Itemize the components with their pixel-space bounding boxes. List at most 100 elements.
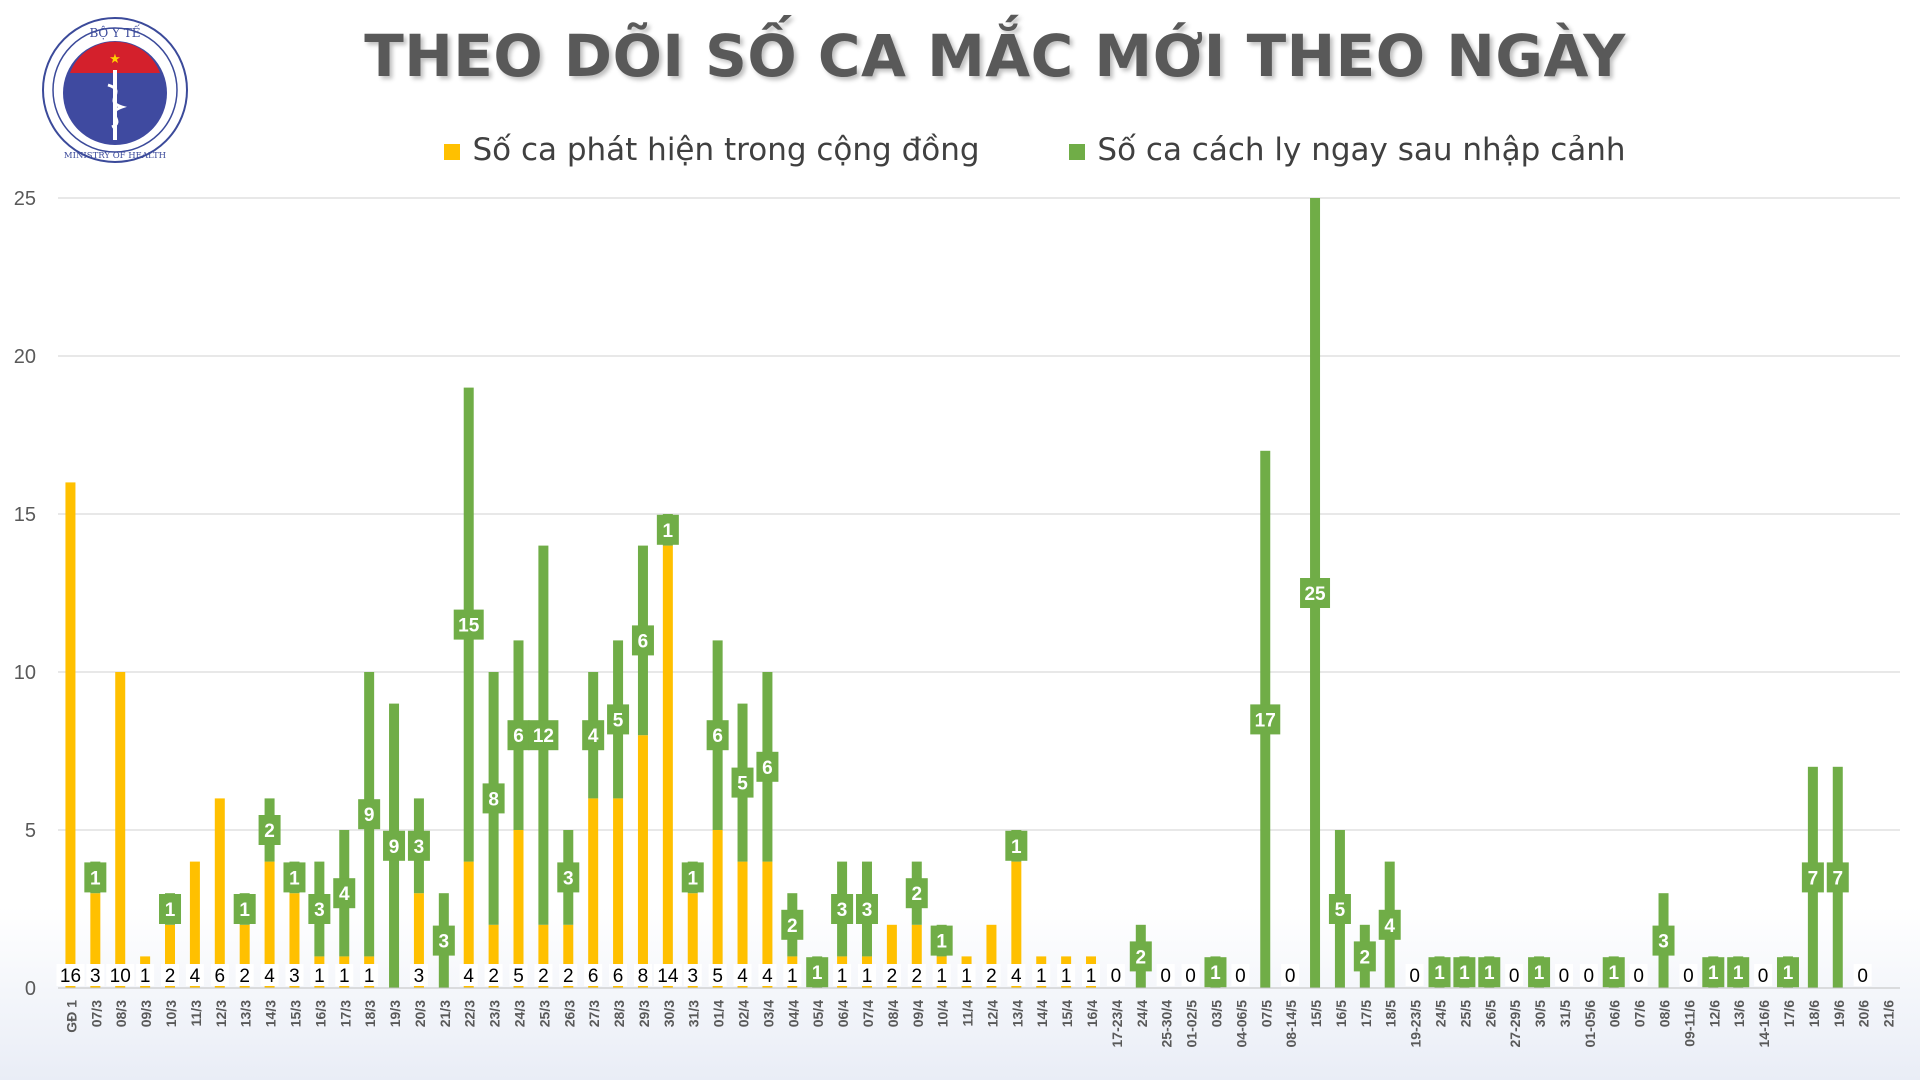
community-value-label: 1 (1061, 966, 1072, 987)
community-value-label: 10 (110, 966, 131, 987)
quarantine-value-label: 3 (862, 900, 873, 921)
community-value-label: 16 (60, 966, 81, 987)
bar-community (687, 893, 698, 988)
quarantine-label-box (308, 894, 331, 924)
quarantine-value-label: 1 (289, 868, 300, 889)
community-label-bg (106, 964, 135, 986)
quarantine-value-label: 6 (712, 726, 723, 747)
community-value-label: 0 (1285, 966, 1296, 987)
community-label-bg (534, 964, 553, 986)
community-label-bg (733, 964, 752, 986)
community-value-label: 4 (1011, 966, 1022, 987)
quarantine-label-box (1826, 862, 1849, 893)
bar-community (488, 924, 499, 988)
community-label-bg (285, 964, 304, 986)
bar-community (886, 924, 897, 988)
quarantine-value-label: 17 (1255, 710, 1276, 731)
community-label-bg (1007, 964, 1026, 986)
quarantine-label-box (1353, 941, 1376, 972)
chart-title: THEO DÕI SỐ CA MẮC MỚI THEO NGÀY (364, 22, 1626, 90)
quarantine-label-box (855, 894, 878, 924)
legend-swatch-community (444, 143, 461, 160)
quarantine-value-label: 3 (563, 868, 574, 889)
bar-community (588, 798, 599, 988)
community-label-bg (260, 964, 279, 986)
x-tick-label: 30/5 (1532, 1000, 1548, 1027)
community-label-bg (633, 964, 652, 986)
quarantine-label-box (233, 894, 256, 924)
x-tick-label: 25-30/4 (1159, 1000, 1175, 1048)
quarantine-label-box (1378, 909, 1401, 940)
bar-community (65, 482, 76, 988)
community-value-label: 2 (887, 966, 898, 987)
community-label-bg (56, 964, 85, 986)
legend-label-quarantine: Số ca cách ly ngay sau nhập cảnh (1097, 132, 1626, 168)
x-tick-label: 12/3 (213, 1000, 229, 1027)
x-tick-label: 07/4 (860, 1000, 876, 1027)
x-tick-label: 16/5 (1333, 1000, 1349, 1027)
community-label-bg (86, 964, 105, 986)
community-label-bg (584, 964, 603, 986)
quarantine-label-box (159, 894, 182, 924)
quarantine-label-box (681, 862, 704, 893)
quarantine-value-label: 1 (1434, 963, 1445, 984)
x-tick-label: 08/4 (885, 1000, 901, 1027)
community-value-label: 4 (737, 966, 748, 987)
community-label-bg (882, 964, 901, 986)
quarantine-label-box (1602, 957, 1625, 988)
quarantine-label-box (731, 767, 754, 798)
x-tick-label: 13/3 (238, 1000, 254, 1027)
quarantine-label-box (631, 625, 654, 656)
community-value-label: 5 (513, 966, 524, 987)
community-label-bg (360, 964, 379, 986)
bar-community (662, 545, 673, 988)
community-label-bg (1754, 964, 1773, 986)
community-label-bg (857, 964, 876, 986)
community-value-label: 4 (762, 966, 773, 987)
community-label-bg (1181, 964, 1200, 986)
community-label-bg (708, 964, 727, 986)
community-value-label: 5 (712, 966, 723, 987)
quarantine-label-box (806, 957, 829, 988)
bar-community (165, 924, 176, 988)
quarantine-label-box (582, 720, 605, 751)
community-label-bg (559, 964, 578, 986)
bar-community (115, 672, 126, 988)
quarantine-value-label: 5 (737, 774, 748, 795)
quarantine-value-label: 2 (911, 884, 922, 905)
quarantine-value-label: 6 (513, 726, 524, 747)
x-tick-label: 14-16/6 (1756, 1000, 1772, 1048)
quarantine-label-box (1005, 830, 1028, 861)
community-label-bg (1082, 964, 1101, 986)
y-tick-label: 20 (14, 346, 36, 368)
bar-community (289, 893, 300, 988)
y-tick-label: 15 (14, 504, 36, 526)
x-tick-label: 20/6 (1856, 1000, 1872, 1027)
legend-swatch-quarantine (1069, 143, 1086, 160)
community-label-bg (509, 964, 528, 986)
community-value-label: 1 (837, 966, 848, 987)
bar-community (189, 861, 200, 988)
quarantine-value-label: 1 (687, 868, 698, 889)
community-label-bg (1032, 964, 1051, 986)
x-tick-label: 11/4 (960, 1000, 976, 1027)
y-tick-label: 10 (14, 662, 36, 684)
quarantine-label-box (1801, 862, 1824, 893)
x-tick-label: 21/6 (1881, 1000, 1897, 1027)
x-tick-label: 10/4 (935, 1000, 951, 1027)
quarantine-label-box (607, 704, 630, 735)
quarantine-value-label: 3 (1658, 932, 1669, 953)
community-value-label: 0 (1235, 966, 1246, 987)
community-value-label: 0 (1683, 966, 1694, 987)
quarantine-value-label: 9 (389, 837, 400, 858)
quarantine-value-label: 3 (837, 900, 848, 921)
bar-community (911, 924, 922, 988)
quarantine-label-box (1528, 957, 1551, 988)
svg-text:★: ★ (109, 52, 121, 67)
x-tick-label: 31/3 (686, 1000, 702, 1027)
x-tick-label: 18/6 (1806, 1000, 1822, 1027)
x-tick-label: 01/4 (711, 1000, 727, 1027)
community-value-label: 2 (488, 966, 499, 987)
x-tick-label: 16/3 (312, 1000, 328, 1027)
quarantine-value-label: 2 (787, 916, 798, 937)
